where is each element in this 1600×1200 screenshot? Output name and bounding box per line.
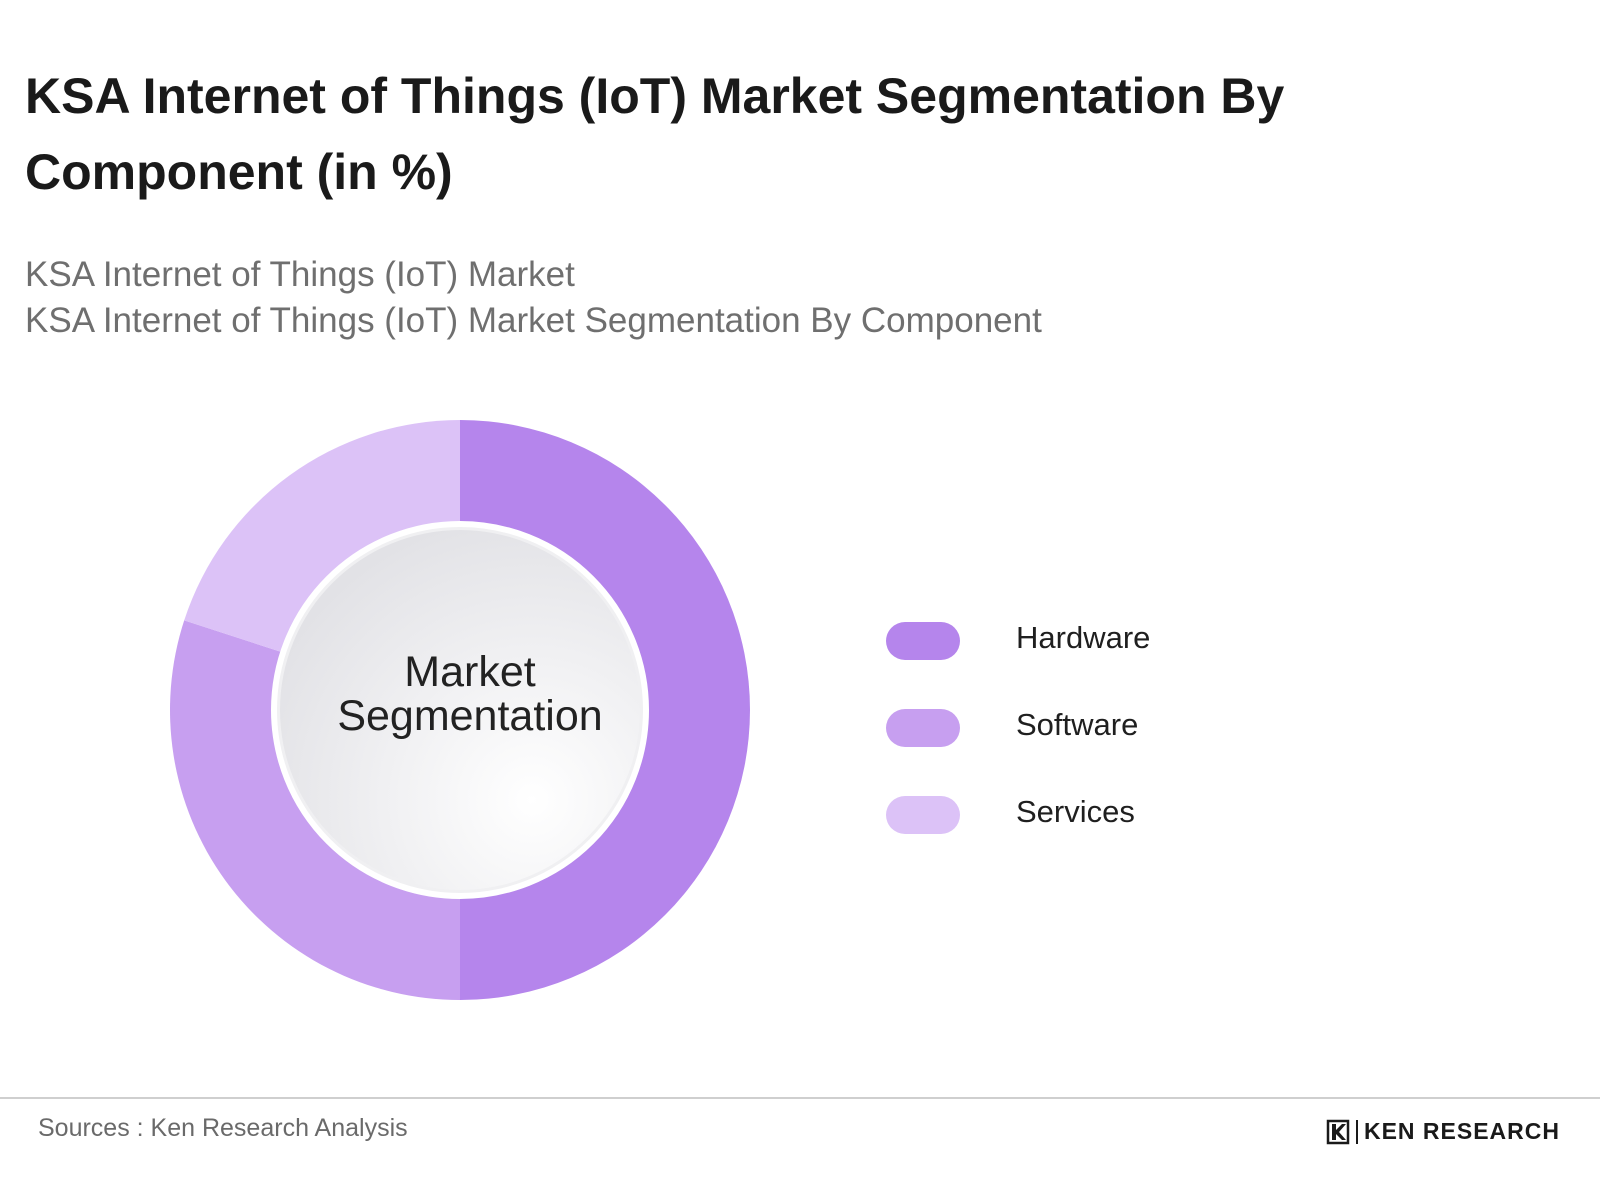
legend-swatch-software	[886, 709, 960, 747]
legend-label-hardware: Hardware	[1016, 620, 1151, 655]
legend-swatch-services	[886, 796, 960, 834]
legend-swatch-hardware	[886, 622, 960, 660]
donut-center-fill	[280, 530, 640, 890]
footer-divider	[0, 1097, 1600, 1099]
donut-svg	[169, 420, 750, 1000]
subtitle-line-2: KSA Internet of Things (IoT) Market Segm…	[25, 301, 1042, 340]
chart-title: KSA Internet of Things (IoT) Market Segm…	[25, 68, 1285, 200]
ken-research-logo-icon	[1326, 1119, 1350, 1144]
legend-label-services: Services	[1016, 794, 1135, 829]
brand-name: KEN RESEARCH	[1363, 1118, 1560, 1144]
donut-center-label: Market Segmentation	[337, 648, 603, 740]
brand-separator	[1355, 1119, 1358, 1144]
chart-subtitle: KSA Internet of Things (IoT) Market KSA …	[25, 252, 1525, 344]
donut-chart	[160, 420, 780, 1040]
source-note: Sources : Ken Research Analysis	[38, 1114, 408, 1142]
brand-logo: KEN RESEARCH	[1326, 1118, 1560, 1145]
legend-label-software: Software	[1016, 707, 1139, 742]
subtitle-line-1: KSA Internet of Things (IoT) Market	[25, 255, 575, 294]
